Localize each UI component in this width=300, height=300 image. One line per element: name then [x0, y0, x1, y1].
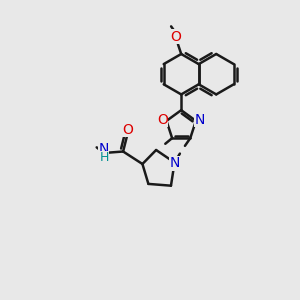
Text: O: O [123, 122, 134, 136]
Text: N: N [169, 156, 180, 170]
Text: O: O [170, 30, 181, 44]
Text: O: O [157, 113, 168, 127]
Text: H: H [99, 151, 109, 164]
Text: N: N [195, 113, 205, 127]
Text: N: N [98, 142, 109, 156]
